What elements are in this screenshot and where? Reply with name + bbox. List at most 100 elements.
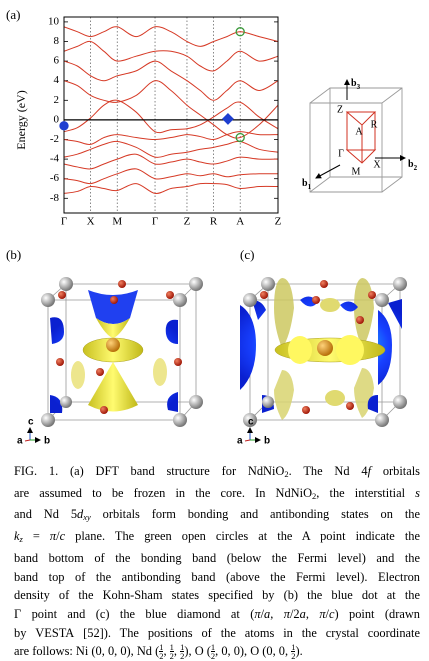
k-path — [345, 111, 377, 164]
caption-line: band top of the antibonding band (above … — [14, 568, 420, 587]
vector-label: b3 — [351, 78, 361, 90]
caption-line: by VESTA [52]). The positions of the ato… — [14, 624, 420, 643]
caption-text: / — [56, 529, 60, 544]
vector-name: b — [302, 178, 308, 189]
axis-label: a — [17, 436, 23, 447]
caption-text: , — [305, 606, 320, 621]
caption-text: 2 — [291, 651, 296, 661]
caption-text: 2 — [169, 651, 174, 661]
band — [64, 140, 278, 158]
x-tick-label: M — [112, 216, 122, 228]
caption-text: , the interstitial — [316, 485, 416, 500]
k-point-label: Z — [337, 104, 343, 115]
axis-triad — [24, 427, 261, 443]
caption-line: are assumed to be frozen in the core. In… — [14, 484, 420, 506]
caption-text: 1 — [180, 642, 185, 653]
caption-text: d — [77, 507, 84, 522]
x-tick-label: Γ — [152, 216, 158, 228]
caption-text: , — [270, 606, 284, 621]
plot-frame — [63, 16, 279, 214]
caption-line: band bottom of the bonding band (below t… — [14, 549, 420, 568]
y-tick-label: 4 — [54, 74, 60, 86]
caption-text: 2 — [210, 651, 216, 661]
caption-text: = — [22, 529, 50, 544]
caption-text: , 0, 0), O (0, 0, — [215, 644, 292, 659]
y-tick-label: 6 — [54, 55, 60, 67]
caption-text: plane. The green open circles at the A p… — [65, 529, 420, 544]
caption-text: 1 — [159, 642, 164, 653]
caption-text: ) point (drawn — [334, 606, 420, 621]
caption: FIG. 1. (a) DFT band structure for NdNiO… — [14, 462, 420, 661]
panel-label: (b) — [6, 247, 21, 262]
caption-text: π — [49, 529, 57, 544]
x-tick-label: Z — [275, 216, 282, 228]
vector-index: 1 — [308, 183, 312, 191]
x-tick-label: X — [87, 216, 95, 228]
caption-text: [52]). The positions of the atoms in the… — [74, 625, 420, 640]
caption-text: a — [264, 606, 271, 621]
caption-text: . The Nd 4 — [288, 464, 368, 478]
caption-text: are assumed to be frozen in the core. In… — [14, 485, 313, 500]
band — [64, 182, 278, 194]
caption-text: 1 — [291, 642, 296, 653]
caption-text: / — [260, 606, 265, 621]
caption-text: π — [283, 606, 290, 621]
caption-text: orbitals form bonding and antibonding st… — [90, 507, 420, 522]
axis-label: c — [28, 417, 34, 428]
k-point-label: Γ — [338, 148, 344, 159]
marker — [235, 132, 245, 143]
y-tick-label: -8 — [50, 192, 60, 204]
k-point-label: X — [373, 159, 381, 170]
vector-index: 2 — [414, 164, 418, 172]
caption-text: z — [19, 534, 23, 545]
vector-index: 3 — [357, 83, 361, 91]
vector-label: b2 — [408, 159, 418, 171]
x-tick-label: A — [236, 216, 244, 228]
caption-text: / — [325, 606, 329, 621]
caption-line: density of the Kohn-Sham states specifie… — [14, 586, 420, 605]
reciprocal-vectors — [315, 79, 406, 179]
caption-text: 1 — [169, 642, 174, 653]
caption-text: density of the Kohn-Sham states specifie… — [14, 588, 420, 603]
caption-text: /2 — [289, 606, 300, 621]
caption-text: are follows: Ni (0, 0, 0), Nd ( — [14, 644, 160, 659]
caption-line: kz = π/c plane. The green open circles a… — [14, 527, 420, 549]
caption-text: ), O ( — [184, 644, 211, 659]
panel-label: (a) — [6, 7, 20, 22]
caption-text: Γ point and (c) the blue diamond at ( — [14, 606, 255, 621]
caption-text: c — [328, 606, 335, 621]
marker — [59, 121, 69, 131]
caption-line: and Nd 5dxy orbitals form bonding and an… — [14, 505, 420, 527]
caption-text: 2 — [284, 469, 289, 479]
k-point-label: M — [352, 166, 361, 177]
y-tick-label: -4 — [50, 153, 60, 165]
caption-text: and Nd 5 — [14, 507, 78, 522]
k-point-label: A — [355, 126, 363, 137]
caption-text: k — [14, 529, 20, 544]
panel-label: (c) — [240, 247, 254, 262]
band — [64, 60, 278, 101]
band — [64, 26, 278, 47]
vector-name: b — [351, 78, 357, 89]
vector-name: b — [408, 159, 414, 170]
caption-line: Γ point and (c) the blue diamond at (π/a… — [14, 605, 420, 624]
caption-text: xy — [83, 512, 91, 523]
caption-text: orbitals — [371, 464, 420, 478]
k-point-label: R — [371, 119, 378, 130]
axis-label: b — [264, 436, 270, 447]
axis-label: a — [237, 436, 243, 447]
band — [64, 99, 278, 134]
caption-text: band bottom of the bonding band (below t… — [14, 550, 420, 565]
caption-text: , — [173, 644, 181, 659]
caption-text: 1 — [210, 642, 216, 653]
density-render-c — [240, 277, 407, 427]
caption-text: 2 — [180, 651, 185, 661]
marker — [235, 27, 245, 37]
